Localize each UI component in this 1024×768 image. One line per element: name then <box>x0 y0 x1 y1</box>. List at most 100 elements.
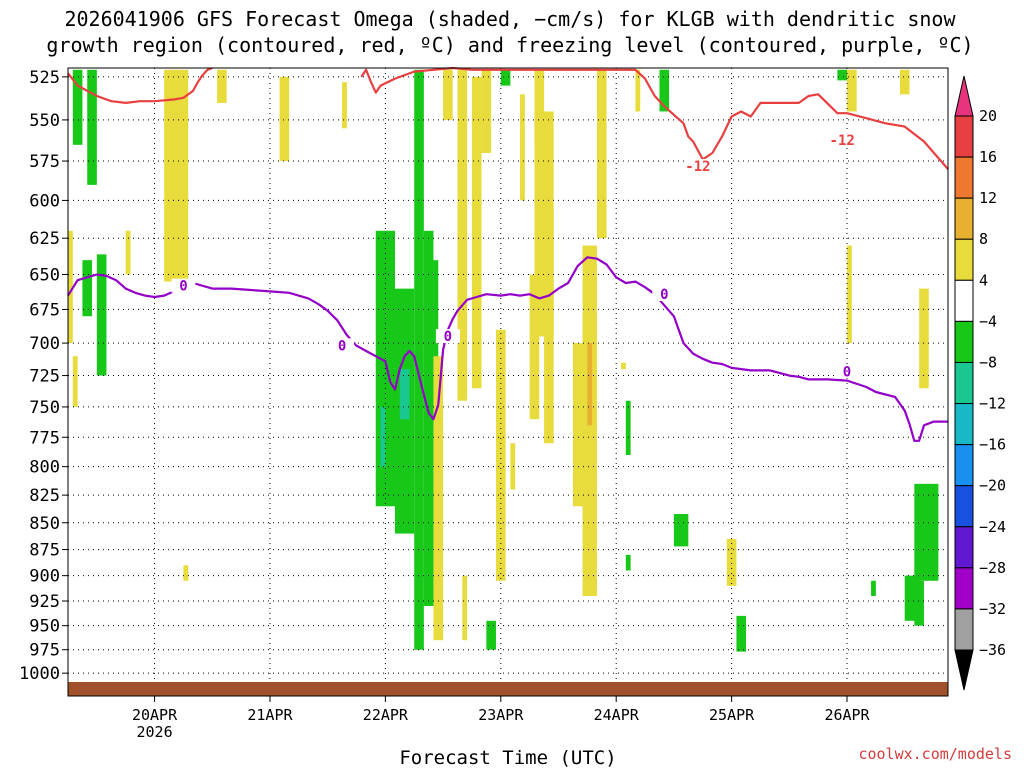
colorbar-segment-4 <box>954 279 974 322</box>
y-tick-label-10: 775 <box>29 428 60 448</box>
chart-title-line-2: growth region (contoured, red, ºC) and f… <box>46 33 973 57</box>
freezing-level-contour-1 <box>437 256 948 442</box>
y-tick-label-5: 650 <box>29 265 60 285</box>
y-tick-label-16: 925 <box>29 592 60 612</box>
omega-region-2 <box>82 260 93 317</box>
omega-region-47 <box>847 245 852 344</box>
omega-region-5 <box>72 356 78 407</box>
omega-region-10 <box>279 76 290 162</box>
omega-region-43 <box>673 514 689 547</box>
omega-region-27 <box>500 69 511 86</box>
chart-title-line-1: 2026041906 GFS Forecast Omega (shaded, −… <box>64 7 956 31</box>
colorbar-label-1: 16 <box>979 148 997 166</box>
colorbar-label-2: 12 <box>979 189 997 207</box>
omega-region-44 <box>726 538 737 586</box>
omega-region-11 <box>342 82 347 129</box>
omega-region-42 <box>659 69 670 112</box>
omega-region-29 <box>520 94 525 201</box>
colorbar-label-6: −8 <box>979 353 997 371</box>
omega-region-41 <box>635 69 641 112</box>
omega-region-16 <box>433 260 439 438</box>
omega-region-15 <box>423 230 434 606</box>
contour-label-bg-1-3 <box>652 287 677 302</box>
freezing-level-contour-0 <box>67 273 440 421</box>
colorbar-segment-8 <box>954 444 974 487</box>
y-tick-label-12: 825 <box>29 486 60 506</box>
x-tick-sublabel-0: 2026 <box>136 723 172 741</box>
grid-layer <box>68 68 948 696</box>
omega-region-22 <box>462 575 468 641</box>
contour-label-bg-1-2 <box>435 329 460 344</box>
colorbar-label-3: 8 <box>979 230 988 248</box>
omega-region-6 <box>125 230 131 275</box>
omega-region-4 <box>68 230 73 344</box>
omega-region-31 <box>534 69 545 145</box>
omega-region-40 <box>625 554 631 571</box>
omega-region-39 <box>625 400 631 456</box>
omega-region-17 <box>380 406 386 467</box>
x-tick-label-5: 25APR <box>709 706 755 724</box>
colorbar-label-9: −20 <box>979 477 1006 495</box>
omega-region-20 <box>443 69 453 120</box>
y-tick-label-8: 725 <box>29 367 60 387</box>
omega-region-19 <box>433 356 444 641</box>
x-tick-label-2: 22APR <box>363 706 409 724</box>
omega-region-38 <box>621 362 626 370</box>
contour-label-bg-0-0 <box>685 159 710 174</box>
colorbar-label-7: −12 <box>979 395 1006 413</box>
dgz-contour-1 <box>360 66 949 170</box>
colorbar-label-4: 4 <box>979 271 988 289</box>
colorbar-label-13: −36 <box>979 641 1006 659</box>
x-axis-label: Forecast Time (UTC) <box>399 747 616 768</box>
contour-label-bg-1-1 <box>330 338 355 353</box>
y-tick-label-2: 575 <box>29 152 60 172</box>
omega-region-3 <box>96 254 107 376</box>
contour-label-1-2: 0 <box>444 329 452 345</box>
y-tick-label-17: 950 <box>29 617 60 637</box>
y-tick-label-1: 550 <box>29 111 60 131</box>
omega-region-26 <box>486 620 496 650</box>
omega-shading-layer <box>68 69 939 652</box>
surface-layer <box>68 682 948 696</box>
colorbar-label-8: −16 <box>979 436 1006 454</box>
colorbar-segment-3 <box>954 238 974 281</box>
y-axis: 525 550 575 600 625 650 675 700 725 750 775 800 825 8… <box>19 68 68 684</box>
y-tick-label-3: 600 <box>29 191 60 211</box>
y-tick-label-4: 625 <box>29 229 60 249</box>
colorbar-segment-7 <box>954 403 974 446</box>
omega-region-25 <box>495 329 506 581</box>
contour-label-0-0: -12 <box>685 159 710 175</box>
contour-layer: -12 -12 0 0 0 0 0 <box>67 66 949 442</box>
omega-region-33 <box>544 208 554 444</box>
y-tick-label-6: 675 <box>29 300 60 320</box>
omega-region-21 <box>457 69 468 401</box>
omega-region-1 <box>87 69 97 185</box>
omega-region-24 <box>481 69 492 153</box>
colorbar-segment-1 <box>954 156 974 199</box>
omega-region-51 <box>871 580 876 596</box>
colorbar-label-0: 20 <box>979 107 997 125</box>
omega-region-54 <box>914 580 924 626</box>
omega-region-7 <box>164 69 189 282</box>
omega-region-48 <box>847 69 857 112</box>
omega-region-36 <box>587 343 593 426</box>
contour-label-0-1: -12 <box>830 133 855 149</box>
colorbar-segment-12 <box>954 608 974 651</box>
x-tick-label-1: 21APR <box>247 706 293 724</box>
omega-region-45 <box>736 615 747 652</box>
credit-text: coolwx.com/models <box>858 745 1012 763</box>
y-tick-label-13: 850 <box>29 514 60 534</box>
y-tick-label-9: 750 <box>29 398 60 418</box>
contour-label-1-1: 0 <box>338 338 346 354</box>
colorbar-segment-10 <box>954 526 974 569</box>
y-tick-label-14: 875 <box>29 541 60 561</box>
omega-region-53 <box>914 483 939 581</box>
contour-label-1-0: 0 <box>179 279 187 295</box>
omega-region-46 <box>837 69 848 81</box>
colorbar-segment-6 <box>954 361 974 405</box>
contour-label-1-4: 0 <box>843 364 851 380</box>
y-tick-label-11: 800 <box>29 458 60 478</box>
